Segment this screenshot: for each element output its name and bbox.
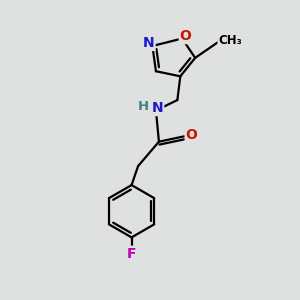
Text: H: H — [138, 100, 149, 113]
Text: O: O — [186, 128, 197, 142]
Text: O: O — [180, 29, 192, 43]
Text: N: N — [152, 101, 163, 115]
Text: CH₃: CH₃ — [218, 34, 242, 46]
Text: F: F — [127, 247, 136, 261]
Text: N: N — [143, 36, 154, 50]
